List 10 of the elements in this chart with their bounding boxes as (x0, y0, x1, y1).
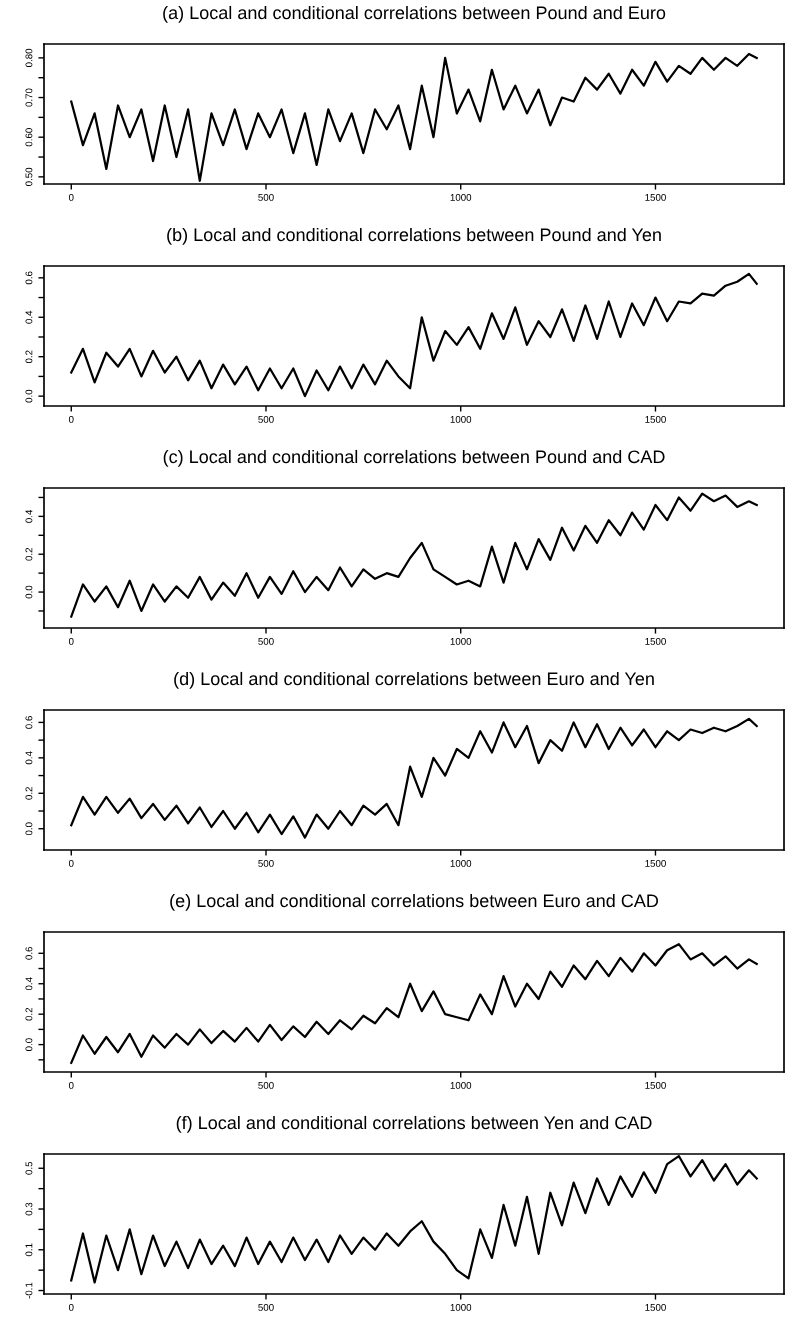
line-series (70, 717, 758, 839)
chart-title: (b) Local and conditional correlations between Pound and Yen (167, 227, 661, 245)
chart-title: (f) Local and conditional correlations between Yen and CAD (176, 1115, 652, 1133)
chart-title: (a) Local and conditional correlations between Pound and Euro (163, 5, 666, 23)
line-series (70, 272, 758, 398)
chart-title: (d) Local and conditional correlations between Euro and Yen (174, 671, 654, 689)
chart-title: (e) Local and conditional correlations between Euro and CAD (170, 893, 659, 911)
chart-title: (c) Local and conditional correlations between Pound and CAD (163, 449, 665, 467)
line-series (70, 943, 758, 1064)
line-series (70, 492, 758, 618)
